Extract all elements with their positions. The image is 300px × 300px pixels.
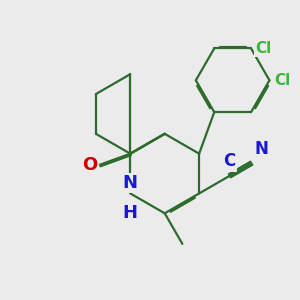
Text: N: N bbox=[254, 140, 268, 158]
Text: H: H bbox=[123, 204, 138, 222]
Text: C: C bbox=[224, 152, 236, 170]
Text: Cl: Cl bbox=[274, 73, 290, 88]
Text: N: N bbox=[123, 174, 138, 192]
Text: O: O bbox=[82, 156, 97, 174]
Text: Cl: Cl bbox=[256, 41, 272, 56]
